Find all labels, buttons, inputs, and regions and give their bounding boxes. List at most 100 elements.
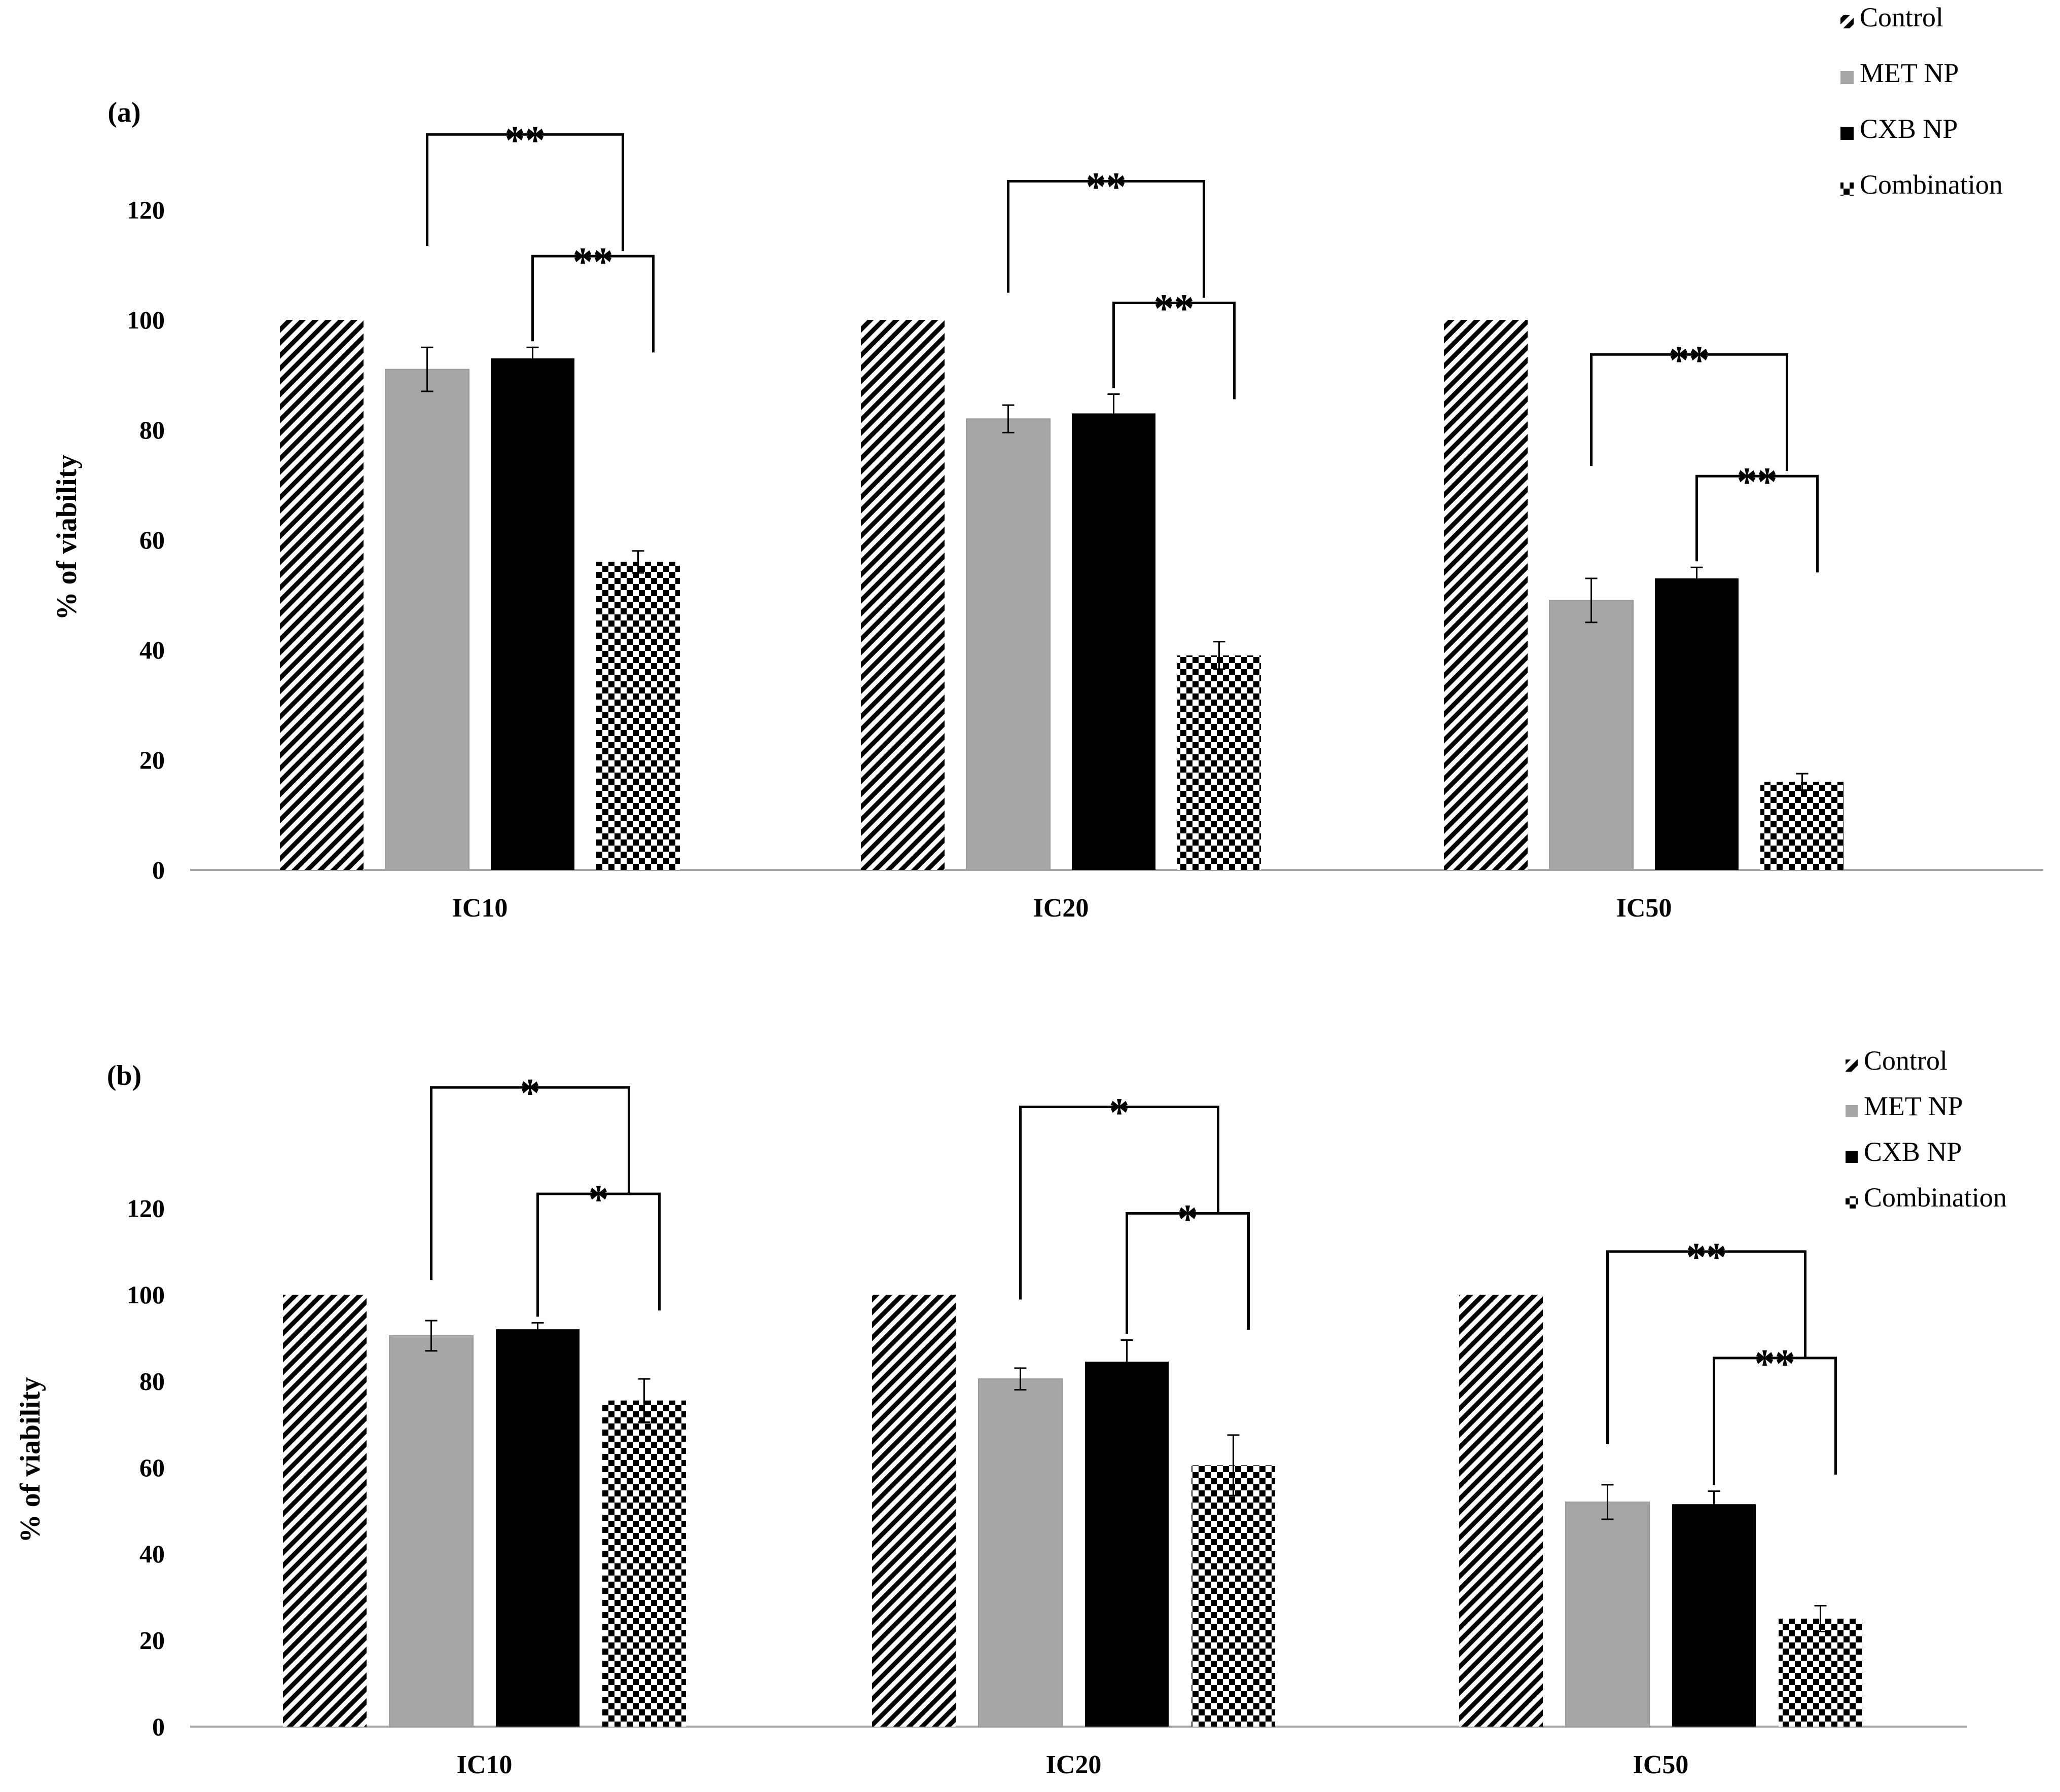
- legend-label: CXB NP: [1864, 1137, 1962, 1167]
- significance-label: **: [1755, 1342, 1795, 1386]
- bar-control-ic10: [280, 320, 364, 870]
- error-bar-cxb-np-ic20: [1121, 1339, 1133, 1384]
- legend-item-cxb-np: CXB NP: [1846, 1137, 1962, 1167]
- legend: Control MET NP CXB NP Combination: [1840, 2, 2003, 200]
- legend-item-control: Control: [1846, 1045, 1947, 1076]
- significance-label: *: [520, 1071, 540, 1116]
- bracket-line: [426, 133, 624, 251]
- significance-bracket-ic20-met: *: [1019, 1090, 1219, 1300]
- bracket-line: [430, 1086, 630, 1281]
- significance-bracket-ic10-cxb: *: [536, 1178, 661, 1317]
- error-bar-combination-ic50: [1796, 773, 1809, 791]
- bracket-line: [536, 1192, 661, 1317]
- legend-label: MET NP: [1864, 1091, 1963, 1121]
- legend-item-control: Control: [1840, 2, 1943, 32]
- bracket-line: [1126, 1212, 1250, 1334]
- panel-label: (b): [107, 1060, 141, 1091]
- significance-bracket-ic20-cxb: **: [1112, 286, 1236, 399]
- legend-label: CXB NP: [1860, 114, 1958, 144]
- bar-combination-ic20: [1191, 1465, 1275, 1727]
- bar-met-np-ic50: [1565, 1501, 1650, 1727]
- legend-swatch: [1846, 1105, 1858, 1117]
- significance-bracket-ic10-met: *: [430, 1071, 630, 1281]
- bracket-line: [1007, 179, 1205, 298]
- significance-bracket-ic50-met: **: [1590, 338, 1788, 471]
- error-bar-met-np-ic20: [1014, 1367, 1027, 1391]
- bar-combination-ic10: [602, 1400, 686, 1727]
- legend-label: MET NP: [1860, 58, 1959, 88]
- significance-bracket-ic10-met: **: [426, 118, 624, 251]
- panel-label: (a): [107, 97, 140, 128]
- significance-label: *: [1178, 1197, 1198, 1241]
- legend-swatch: [1840, 127, 1854, 140]
- error-bar-combination-ic10: [632, 550, 644, 574]
- error-bar-met-np-ic10: [425, 1320, 438, 1352]
- error-bar-met-np-ic50: [1585, 577, 1598, 624]
- bar-met-np-ic50: [1549, 600, 1634, 870]
- y-axis-label: % of viability: [15, 1377, 46, 1543]
- significance-label: **: [573, 240, 613, 284]
- y-tick-label: 80: [139, 416, 165, 444]
- legend-label: Combination: [1864, 1182, 2007, 1213]
- legend-swatch: [1846, 1151, 1858, 1163]
- significance-bracket-ic50-met: **: [1606, 1235, 1806, 1444]
- bar-control-ic20: [872, 1295, 956, 1727]
- error-bar-combination-ic20: [1213, 641, 1225, 670]
- bracket-line: [1695, 474, 1819, 573]
- bracket-line: [1019, 1105, 1219, 1300]
- significance-label: **: [1669, 338, 1710, 383]
- legend-label: Control: [1864, 1045, 1947, 1076]
- x-category-label: IC10: [457, 1750, 513, 1779]
- legend-swatch: [1846, 1059, 1858, 1072]
- error-bar-cxb-np-ic50: [1708, 1490, 1720, 1518]
- error-bar-met-np-ic10: [421, 346, 433, 392]
- y-tick-label: 80: [139, 1367, 165, 1395]
- legend-item-met-np: MET NP: [1840, 58, 1959, 88]
- y-tick-label: 0: [152, 1712, 165, 1741]
- bar-control-ic20: [861, 320, 945, 870]
- bar-met-np-ic20: [966, 418, 1051, 870]
- y-tick-label: 60: [139, 1453, 165, 1482]
- bar-control-ic50: [1444, 320, 1528, 870]
- significance-bracket-ic50-cxb: **: [1713, 1342, 1837, 1485]
- legend-swatch: [1846, 1196, 1858, 1209]
- bar-control-ic50: [1459, 1295, 1543, 1727]
- y-tick-label: 0: [152, 856, 165, 884]
- bar-combination-ic20: [1177, 655, 1261, 870]
- legend: Control MET NP CXB NP Combination: [1846, 1045, 2007, 1213]
- error-bar-cxb-np-ic50: [1690, 566, 1703, 591]
- error-bar-cxb-np-ic10: [531, 1322, 544, 1337]
- legend-item-cxb-np: CXB NP: [1840, 114, 1958, 144]
- bracket-line: [531, 254, 655, 353]
- error-bar-combination-ic50: [1814, 1604, 1827, 1633]
- significance-label: **: [1686, 1235, 1727, 1280]
- bar-met-np-ic10: [389, 1335, 474, 1727]
- bar-cxb-np-ic20: [1072, 413, 1155, 870]
- bar-met-np-ic10: [385, 369, 469, 870]
- error-bar-combination-ic10: [638, 1378, 650, 1423]
- legend-swatch: [1840, 15, 1854, 28]
- significance-bracket-ic50-cxb: **: [1695, 460, 1819, 573]
- y-tick-label: 40: [139, 636, 165, 664]
- significance-label: *: [589, 1178, 609, 1222]
- bar-cxb-np-ic50: [1655, 578, 1739, 870]
- significance-bracket-ic10-cxb: **: [531, 240, 655, 353]
- y-tick-label: 40: [139, 1540, 165, 1568]
- bar-met-np-ic20: [978, 1378, 1063, 1727]
- bar-combination-ic50: [1779, 1619, 1862, 1727]
- significance-label: **: [1154, 286, 1195, 331]
- legend-swatch: [1840, 182, 1854, 196]
- bar-control-ic10: [283, 1295, 367, 1727]
- x-category-label: IC20: [1046, 1750, 1102, 1779]
- legend-item-combination: Combination: [1840, 169, 2003, 200]
- significance-label: **: [505, 118, 546, 163]
- y-tick-label: 120: [127, 196, 165, 224]
- x-category-label: IC50: [1616, 894, 1672, 923]
- significance-bracket-ic20-cxb: *: [1126, 1197, 1250, 1334]
- x-category-label: IC20: [1033, 894, 1089, 923]
- bar-combination-ic10: [596, 562, 680, 870]
- error-bar-combination-ic20: [1227, 1434, 1240, 1496]
- legend-item-met-np: MET NP: [1846, 1091, 1963, 1121]
- y-tick-label: 100: [127, 306, 165, 334]
